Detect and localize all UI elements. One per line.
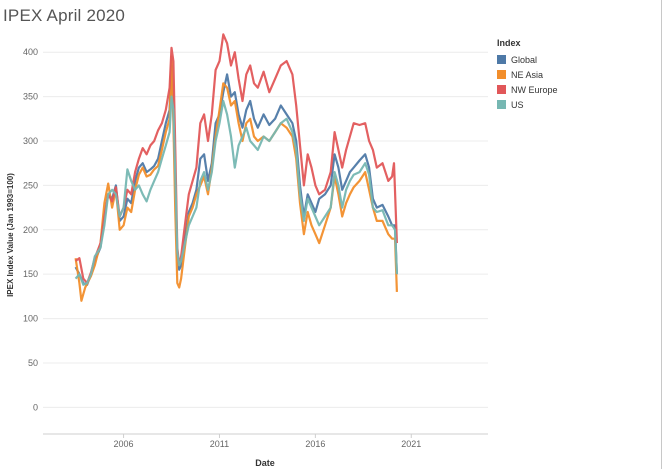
legend-swatch — [497, 100, 506, 109]
series-line-nw-europe[interactable] — [74, 33, 398, 285]
y-axis-ticks: 0 50 100 150 200 250 300 350 400 — [23, 47, 38, 412]
y-tick-label: 400 — [23, 47, 38, 57]
x-tick-label: 2011 — [210, 439, 229, 449]
y-tick-label: 300 — [23, 136, 38, 146]
window-edge — [661, 0, 666, 469]
y-tick-label: 100 — [23, 314, 38, 324]
y-tick-label: 50 — [28, 358, 38, 368]
x-axis-ticks: 2006 2011 2016 2021 — [114, 434, 421, 449]
legend-item-ne-asia[interactable]: NE Asia — [497, 67, 558, 82]
legend-swatch — [497, 85, 506, 94]
legend: Index Global NE Asia NW Europe US — [497, 38, 558, 112]
legend-items: Global NE Asia NW Europe US — [497, 52, 558, 112]
legend-title: Index — [497, 38, 521, 48]
legend-label: Global — [511, 54, 538, 65]
chart-title: IPEX April 2020 — [3, 6, 126, 25]
series-line-us[interactable] — [74, 95, 398, 286]
series-line-ne-asia[interactable] — [74, 55, 398, 302]
y-tick-label: 200 — [23, 225, 38, 235]
series-line-global[interactable] — [74, 64, 398, 286]
x-axis-label: Date — [255, 458, 275, 468]
y-tick-label: 250 — [23, 180, 38, 190]
series-lines — [74, 33, 398, 302]
y-tick-label: 150 — [23, 269, 38, 279]
legend-label: US — [511, 99, 524, 110]
x-tick-label: 2016 — [305, 439, 325, 449]
legend-swatch — [497, 55, 506, 64]
y-tick-label: 350 — [23, 92, 38, 102]
grid-lines — [43, 51, 488, 408]
legend-item-us[interactable]: US — [497, 97, 558, 112]
legend-item-nw-europe[interactable]: NW Europe — [497, 82, 558, 97]
x-tick-label: 2021 — [401, 439, 421, 449]
x-tick-label: 2006 — [114, 439, 134, 449]
legend-label: NW Europe — [511, 84, 558, 95]
legend-label: NE Asia — [511, 69, 544, 80]
y-tick-label: 0 — [33, 402, 38, 412]
legend-item-global[interactable]: Global — [497, 52, 558, 67]
y-axis-label: IPEX Index Value (Jan 1993=100) — [6, 173, 15, 297]
legend-swatch — [497, 70, 506, 79]
